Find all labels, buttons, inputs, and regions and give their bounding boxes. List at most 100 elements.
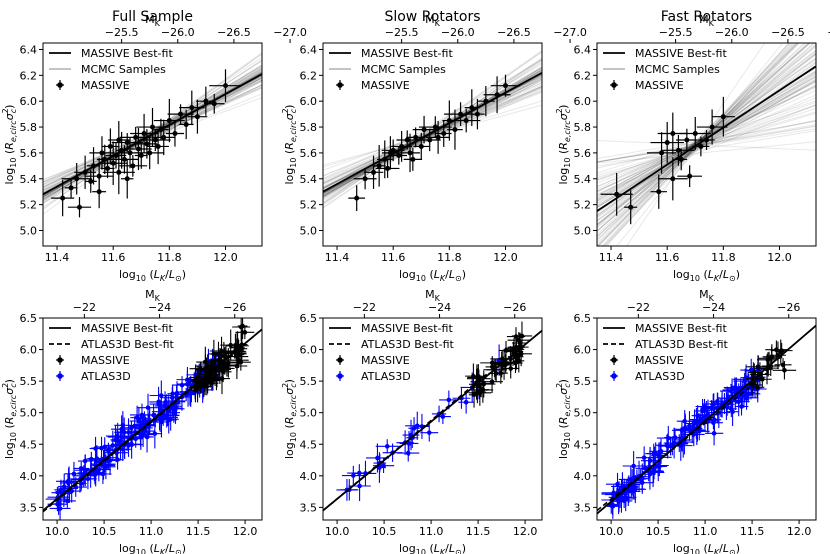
massive-point: [61, 163, 92, 195]
atlas3d-point: [452, 387, 471, 409]
massive-point: [102, 150, 135, 195]
top-tick-label: −22: [73, 301, 96, 314]
y-tick-label: 6.0: [20, 95, 38, 108]
mcmc-sample-line: [323, 90, 542, 187]
legend-entry: MCMC Samples: [329, 63, 446, 76]
massive-point: [165, 120, 185, 147]
x-tick-label: 11.0: [139, 525, 164, 538]
top-tick-label: −27.0: [273, 26, 307, 39]
y-axis-label: log10 (Re,circσ2c): [281, 379, 298, 459]
y-tick-label: 4.0: [20, 470, 38, 483]
legend-entry: MASSIVE: [610, 79, 684, 92]
top-tick-label: −26.5: [217, 26, 251, 39]
y-tick-label: 5.6: [300, 147, 318, 160]
x-tick-label: 11.8: [437, 251, 462, 264]
legend: MASSIVE Best-fit MCMC Samples MASSIVE: [329, 47, 453, 92]
massive-point: [511, 321, 533, 351]
massive-point: [469, 382, 494, 398]
massive-point: [390, 146, 408, 165]
massive-point: [711, 96, 735, 137]
legend-label: MASSIVE Best-fit: [361, 322, 453, 335]
massive-best-fit-line: [323, 71, 542, 193]
massive-best-fit-line: [597, 65, 816, 212]
top-tick-label: −26: [503, 301, 526, 314]
atlas3d-point: [605, 472, 630, 496]
x-tick-label: 11.0: [693, 525, 718, 538]
top-tick-label: −25.5: [659, 26, 693, 39]
legend-label: ATLAS3D: [361, 370, 411, 383]
massive-point: [153, 98, 185, 143]
legend-entry: MASSIVE Best-fit: [329, 322, 453, 335]
massive-point: [372, 145, 386, 187]
top-tick-label: −27.0: [553, 26, 587, 39]
top-tick-label: −24: [148, 301, 171, 314]
atlas3d-point: [162, 407, 179, 431]
legend-entry: ATLAS3D Best-fit: [49, 338, 174, 351]
y-tick-label: 5.0: [300, 407, 318, 420]
y-tick-label: 5.0: [574, 407, 592, 420]
mcmc-sample-line: [323, 79, 542, 197]
atlas3d-point: [458, 390, 474, 414]
x-tick-label: 11.6: [381, 251, 406, 264]
legend-marker: [337, 357, 343, 363]
y-tick-label: 5.6: [574, 147, 592, 160]
axes-frame: [596, 317, 817, 521]
massive-point: [418, 128, 441, 152]
massive-point: [64, 178, 78, 198]
massive-point: [624, 190, 638, 225]
top-axis-label: MK: [699, 13, 715, 28]
top-tick-label: −22: [353, 301, 376, 314]
mcmc-sample-line: [323, 84, 542, 183]
massive-best-fit-line: [43, 328, 262, 512]
y-tick-label: 5.2: [300, 199, 318, 212]
x-tick-label: 12.0: [233, 525, 258, 538]
x-tick-label: 11.4: [45, 251, 70, 264]
massive-point: [752, 371, 772, 388]
y-tick-label: 6.2: [20, 69, 38, 82]
y-tick-label: 5.2: [20, 199, 38, 212]
massive-point: [676, 128, 698, 152]
legend-label: ATLAS3D Best-fit: [635, 338, 728, 351]
legend-entry: ATLAS3D: [56, 370, 131, 383]
y-tick-label: 3.5: [300, 501, 318, 514]
massive-point: [232, 318, 251, 342]
y-tick-label: 5.8: [300, 121, 318, 134]
legend-label: MCMC Samples: [81, 63, 166, 76]
legend: MASSIVE Best-fit ATLAS3D Best-fit MASSIVE A…: [603, 322, 728, 383]
y-tick-label: 5.0: [574, 224, 592, 237]
massive-point: [447, 109, 463, 150]
massive-point: [452, 108, 481, 133]
atlas3d-point: [646, 446, 663, 461]
massive-point: [136, 129, 158, 159]
atlas3d-point: [89, 436, 102, 461]
x-tick-label: 11.6: [655, 251, 680, 264]
top-tick-label: −26.0: [161, 26, 195, 39]
massive-point: [502, 358, 520, 379]
y-tick-label: 5.0: [20, 407, 38, 420]
massive-point: [512, 332, 529, 354]
axes-frame: [322, 317, 543, 521]
y-tick-label: 6.5: [300, 312, 318, 325]
y-tick-label: 6.2: [300, 69, 318, 82]
massive-point: [130, 113, 159, 154]
y-tick-label: 6.5: [574, 312, 592, 325]
massive-point: [205, 375, 219, 391]
y-tick-label: 6.0: [300, 95, 318, 108]
massive-point: [493, 362, 508, 384]
massive-point: [646, 132, 677, 174]
top-axis-label: MK: [425, 288, 441, 303]
massive-best-fit-line: [597, 324, 816, 515]
x-tick-label: 10.0: [45, 525, 70, 538]
massive-point: [118, 155, 148, 177]
massive-point: [235, 325, 255, 340]
massive-point: [507, 332, 531, 349]
massive-point: [679, 116, 711, 151]
atlas3d-point: [94, 464, 112, 484]
y-tick-label: 4.5: [20, 438, 38, 451]
plot-area: [43, 52, 262, 218]
atlas3d-point: [375, 439, 399, 454]
legend-label: MASSIVE: [361, 354, 410, 367]
y-tick-label: 6.4: [574, 43, 592, 56]
massive-point: [412, 115, 436, 144]
